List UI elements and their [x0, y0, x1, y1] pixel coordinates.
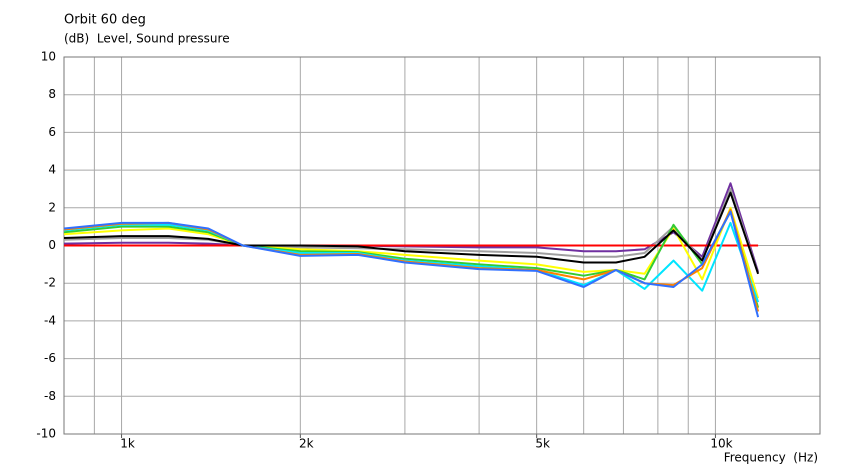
y-tick-label: 4 [48, 163, 56, 177]
chart-subtitle: (dB) Level, Sound pressure [64, 32, 230, 46]
series-line [63, 206, 760, 299]
x-tick-label: 1k [120, 437, 135, 451]
series-line [63, 221, 760, 303]
series-line [63, 210, 760, 318]
y-tick-label: -8 [44, 389, 56, 403]
series-line [63, 191, 760, 275]
x-tick-label: 2k [299, 437, 314, 451]
y-tick-label: 6 [48, 125, 56, 139]
y-tick-label: -10 [36, 427, 56, 441]
series-line [63, 210, 760, 308]
x-tick-label: 10k [710, 437, 732, 451]
y-tick-label: -4 [44, 313, 56, 327]
y-tick-label: 0 [48, 238, 56, 252]
x-axis-label: Frequency (Hz) [724, 451, 818, 465]
y-tick-label: -6 [44, 351, 56, 365]
y-tick-label: 2 [48, 200, 56, 214]
y-tick-label: 10 [41, 50, 56, 64]
chart-title: Orbit 60 deg [64, 13, 146, 28]
y-tick-label: 8 [48, 87, 56, 101]
x-tick-label: 5k [535, 437, 550, 451]
y-tick-label: -2 [44, 276, 56, 290]
